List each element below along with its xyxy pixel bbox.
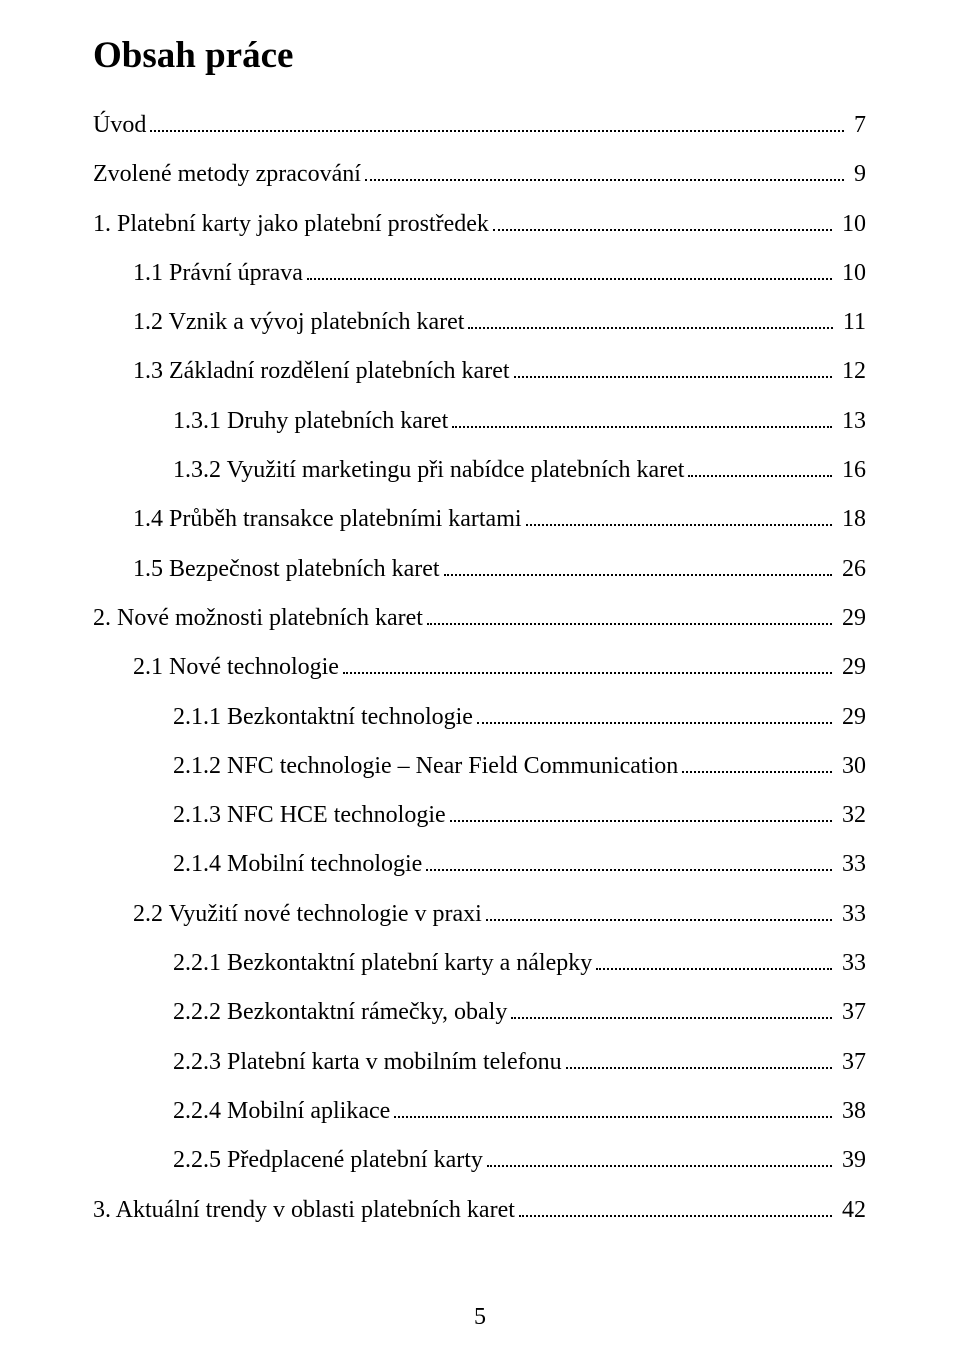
toc-entry-label: 2.2.2 Bezkontaktní rámečky, obaly xyxy=(173,1000,507,1024)
toc-entry: Úvod 7 xyxy=(93,113,866,137)
toc-entry: 1.2 Vznik a vývoj platebních karet 11 xyxy=(93,310,866,334)
toc-entry: 2.1 Nové technologie 29 xyxy=(93,655,866,679)
toc-entry-label: 3. Aktuální trendy v oblasti platebních … xyxy=(93,1198,515,1222)
toc-entry: 2.2.2 Bezkontaktní rámečky, obaly 37 xyxy=(93,1000,866,1024)
toc-entry-page: 42 xyxy=(836,1198,866,1222)
toc-dot-leader xyxy=(688,459,832,477)
toc-entry: 2.1.1 Bezkontaktní technologie 29 xyxy=(93,705,866,729)
table-of-contents: Úvod 7 Zvolené metody zpracování 9 1. Plat… xyxy=(93,113,866,1222)
toc-entry-page: 33 xyxy=(836,951,866,975)
toc-entry: 1. Platební karty jako platební prostřed… xyxy=(93,212,866,236)
toc-entry-label: 2.1.1 Bezkontaktní technologie xyxy=(173,705,473,729)
toc-entry-page: 16 xyxy=(836,458,866,482)
toc-dot-leader xyxy=(426,854,832,872)
toc-entry-page: 37 xyxy=(836,1000,866,1024)
toc-entry-label: 2.1.3 NFC HCE technologie xyxy=(173,803,446,827)
toc-dot-leader xyxy=(365,164,844,182)
toc-dot-leader xyxy=(394,1100,832,1118)
toc-entry: Zvolené metody zpracování 9 xyxy=(93,162,866,186)
toc-entry-page: 33 xyxy=(836,852,866,876)
toc-entry-page: 9 xyxy=(848,162,866,186)
toc-entry-label: 2.2.1 Bezkontaktní platební karty a nále… xyxy=(173,951,592,975)
toc-entry-label: 2. Nové možnosti platebních karet xyxy=(93,606,423,630)
toc-entry: 1.3.1 Druhy platebních karet 13 xyxy=(93,409,866,433)
toc-entry-page: 30 xyxy=(836,754,866,778)
toc-dot-leader xyxy=(511,1002,832,1020)
toc-entry-label: 1.3.1 Druhy platebních karet xyxy=(173,409,448,433)
toc-entry-page: 18 xyxy=(836,507,866,531)
toc-entry: 2.2.4 Mobilní aplikace 38 xyxy=(93,1099,866,1123)
toc-entry: 2.1.3 NFC HCE technologie 32 xyxy=(93,803,866,827)
toc-dot-leader xyxy=(444,558,832,576)
toc-entry: 3. Aktuální trendy v oblasti platebních … xyxy=(93,1198,866,1222)
toc-dot-leader xyxy=(486,903,832,921)
toc-dot-leader xyxy=(596,952,832,970)
toc-entry-label: 2.1.4 Mobilní technologie xyxy=(173,852,422,876)
toc-entry-page: 12 xyxy=(836,359,866,383)
toc-entry-label: 2.2.4 Mobilní aplikace xyxy=(173,1099,390,1123)
toc-dot-leader xyxy=(452,410,832,428)
toc-entry-page: 38 xyxy=(836,1099,866,1123)
toc-dot-leader xyxy=(682,755,832,773)
toc-dot-leader xyxy=(150,114,844,132)
toc-dot-leader xyxy=(468,312,832,330)
toc-entry-page: 37 xyxy=(836,1050,866,1074)
toc-entry: 2.2 Využití nové technologie v praxi 33 xyxy=(93,902,866,926)
toc-entry-page: 32 xyxy=(836,803,866,827)
toc-dot-leader xyxy=(307,262,832,280)
toc-dot-leader xyxy=(343,657,832,675)
toc-entry: 2.2.5 Předplacené platební karty 39 xyxy=(93,1148,866,1172)
toc-entry-label: 2.2 Využití nové technologie v praxi xyxy=(133,902,482,926)
toc-entry-label: Zvolené metody zpracování xyxy=(93,162,361,186)
toc-entry-label: 2.2.5 Předplacené platební karty xyxy=(173,1148,483,1172)
toc-entry-page: 13 xyxy=(836,409,866,433)
toc-dot-leader xyxy=(519,1199,832,1217)
toc-entry: 1.5 Bezpečnost platebních karet 26 xyxy=(93,557,866,581)
toc-dot-leader xyxy=(514,361,832,379)
toc-entry-page: 26 xyxy=(836,557,866,581)
toc-entry-label: 1.4 Průběh transakce platebními kartami xyxy=(133,507,522,531)
toc-entry-label: 2.1.2 NFC technologie – Near Field Commu… xyxy=(173,754,678,778)
toc-entry-label: 2.2.3 Platební karta v mobilním telefonu xyxy=(173,1050,562,1074)
toc-entry-page: 33 xyxy=(836,902,866,926)
toc-entry: 2.2.1 Bezkontaktní platební karty a nále… xyxy=(93,951,866,975)
toc-entry: 2.1.2 NFC technologie – Near Field Commu… xyxy=(93,754,866,778)
toc-dot-leader xyxy=(526,509,832,527)
toc-entry-page: 7 xyxy=(848,113,866,137)
toc-entry: 1.3.2 Využití marketingu při nabídce pla… xyxy=(93,458,866,482)
toc-entry-page: 29 xyxy=(836,655,866,679)
toc-entry-page: 10 xyxy=(836,261,866,285)
toc-entry: 1.3 Základní rozdělení platebních karet … xyxy=(93,359,866,383)
toc-entry-page: 11 xyxy=(837,310,866,334)
toc-entry: 2. Nové možnosti platebních karet 29 xyxy=(93,606,866,630)
toc-entry: 1.1 Právní úprava 10 xyxy=(93,261,866,285)
toc-entry: 2.1.4 Mobilní technologie 33 xyxy=(93,852,866,876)
toc-entry: 2.2.3 Platební karta v mobilním telefonu… xyxy=(93,1050,866,1074)
toc-entry: 1.4 Průběh transakce platebními kartami … xyxy=(93,507,866,531)
toc-dot-leader xyxy=(493,213,832,231)
toc-entry-page: 10 xyxy=(836,212,866,236)
page-title: Obsah práce xyxy=(93,28,866,77)
page: Obsah práce Úvod 7 Zvolené metody zpracov… xyxy=(0,0,960,1369)
toc-entry-page: 39 xyxy=(836,1148,866,1172)
toc-entry-label: 1.2 Vznik a vývoj platebních karet xyxy=(133,310,464,334)
toc-dot-leader xyxy=(450,805,832,823)
toc-entry-label: 1.3.2 Využití marketingu při nabídce pla… xyxy=(173,458,684,482)
toc-dot-leader xyxy=(477,706,832,724)
toc-dot-leader xyxy=(427,607,832,625)
toc-entry-page: 29 xyxy=(836,606,866,630)
toc-entry-label: 1.5 Bezpečnost platebních karet xyxy=(133,557,440,581)
page-number: 5 xyxy=(0,1304,960,1331)
toc-entry-label: Úvod xyxy=(93,113,146,137)
toc-entry-label: 1.3 Základní rozdělení platebních karet xyxy=(133,359,510,383)
toc-dot-leader xyxy=(487,1150,832,1168)
toc-dot-leader xyxy=(566,1051,832,1069)
toc-entry-page: 29 xyxy=(836,705,866,729)
toc-entry-label: 1.1 Právní úprava xyxy=(133,261,303,285)
toc-entry-label: 1. Platební karty jako platební prostřed… xyxy=(93,212,489,236)
toc-entry-label: 2.1 Nové technologie xyxy=(133,655,339,679)
